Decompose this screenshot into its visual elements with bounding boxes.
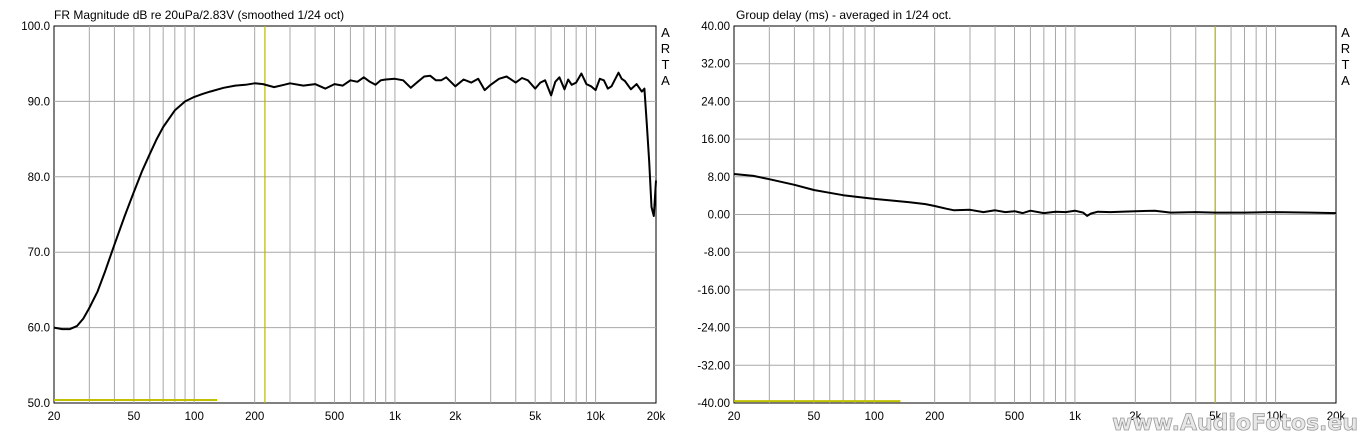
fr-magnitude-curve: [53, 71, 657, 331]
x-tick-label: 100: [865, 411, 884, 423]
y-tick-label: 80.0: [28, 172, 50, 184]
y-tick-label: 40.00: [701, 21, 730, 33]
y-tick-label: 50.0: [28, 398, 50, 410]
group-delay-curve: [733, 173, 1337, 217]
x-tick-label: 50: [127, 411, 140, 423]
y-tick-label: 8.00: [708, 172, 730, 184]
x-tick-label: 20k: [647, 411, 666, 423]
x-tick-label: 100: [185, 411, 204, 423]
y-tick-label: 24.00: [701, 96, 730, 108]
y-tick-label: -8.00: [704, 247, 730, 259]
y-tick-label: 0.00: [708, 210, 730, 222]
y-tick-label: 32.00: [701, 59, 730, 71]
arta-letter: A: [661, 25, 671, 40]
arta-letter: R: [1341, 41, 1351, 56]
fr-plot-area: [53, 25, 657, 404]
x-tick-label: 500: [325, 411, 344, 423]
x-tick-label: 10k: [586, 411, 605, 423]
x-tick-label: 50: [807, 411, 820, 423]
x-tick-label: 1k: [1069, 411, 1081, 423]
x-tick-label: 10k: [1266, 411, 1285, 423]
x-tick-label: 20: [48, 411, 61, 423]
group-delay-chart: Group delay (ms) - averaged in 1/24 oct.…: [697, 8, 1351, 423]
y-tick-label: -24.00: [697, 323, 730, 335]
y-tick-label: 70.0: [28, 247, 50, 259]
y-tick-label: 16.00: [701, 134, 730, 146]
y-tick-label: -32.00: [697, 360, 730, 372]
arta-letter: R: [661, 41, 671, 56]
x-tick-label: 200: [925, 411, 944, 423]
arta-letter: T: [662, 57, 671, 72]
y-tick-label: 100.0: [21, 21, 50, 33]
y-tick-label: -16.00: [697, 285, 730, 297]
y-tick-label: 60.0: [28, 323, 50, 335]
fr-chart-title: FR Magnitude dB re 20uPa/2.83V (smoothed…: [54, 8, 344, 22]
y-tick-label: 90.0: [28, 96, 50, 108]
x-tick-label: 2k: [449, 411, 461, 423]
x-tick-label: 20k: [1327, 411, 1346, 423]
x-tick-label: 1k: [389, 411, 401, 423]
x-tick-label: 5k: [1209, 411, 1221, 423]
x-tick-label: 5k: [529, 411, 541, 423]
watermark-logo: www.AudioFotos.eu: [1112, 411, 1358, 436]
x-tick-label: 20: [728, 411, 741, 423]
arta-letter: A: [1341, 73, 1351, 88]
x-tick-label: 200: [245, 411, 264, 423]
arta-letter: A: [661, 73, 671, 88]
fr-magnitude-chart: FR Magnitude dB re 20uPa/2.83V (smoothed…: [21, 8, 671, 423]
gd-chart-title: Group delay (ms) - averaged in 1/24 oct.: [736, 8, 951, 22]
x-tick-label: 2k: [1129, 411, 1141, 423]
y-tick-label: -40.00: [697, 398, 730, 410]
arta-letter: A: [1341, 25, 1351, 40]
x-tick-label: 500: [1005, 411, 1024, 423]
arta-letter: T: [1342, 57, 1351, 72]
